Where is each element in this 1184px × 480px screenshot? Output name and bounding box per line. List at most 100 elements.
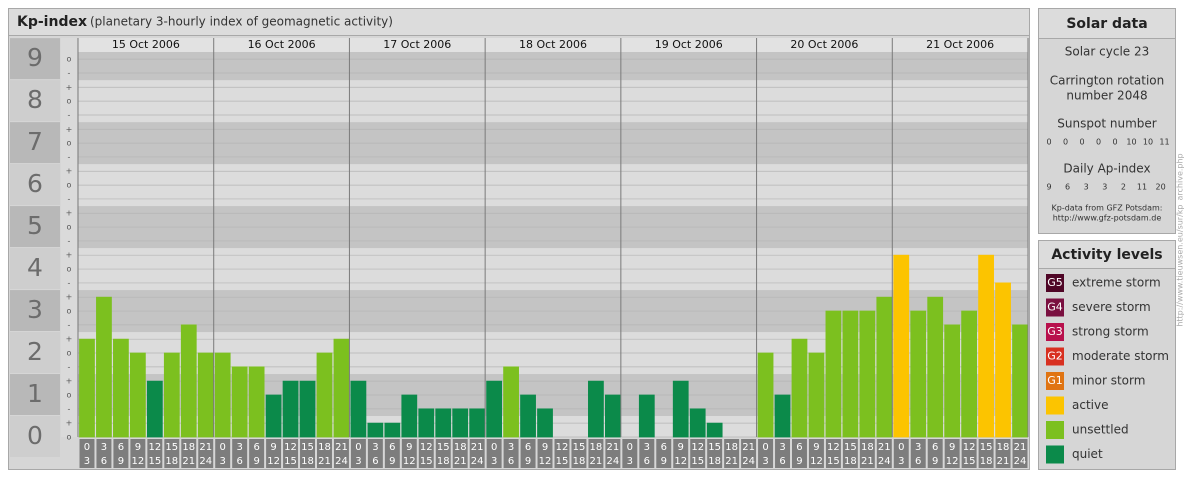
hour-from: 18 (318, 442, 331, 453)
day-label: 21 Oct 2006 (926, 38, 994, 51)
hour-from: 0 (220, 442, 226, 453)
hour-box (147, 439, 163, 468)
day-label: 19 Oct 2006 (655, 38, 723, 51)
chart-title: Kp-index (17, 14, 87, 30)
sunspot-label: Sunspot number (1057, 117, 1156, 131)
bar (163, 352, 180, 438)
bar (774, 394, 791, 438)
hour-box (605, 439, 621, 468)
y-minor-label: o (67, 139, 72, 148)
hour-from: 6 (389, 442, 395, 453)
hour-from: 0 (898, 442, 904, 453)
hour-box (554, 439, 570, 468)
hour-box (537, 439, 553, 468)
legend-swatch (1046, 396, 1064, 415)
hour-from: 15 (980, 442, 993, 453)
y-minor-label: + (66, 83, 73, 92)
legend-swatch (1046, 274, 1064, 292)
bar (503, 366, 519, 438)
hour-to: 12 (946, 456, 959, 467)
hour-to: 21 (454, 456, 467, 467)
hour-from: 9 (135, 442, 141, 453)
hour-to: 15 (420, 456, 433, 467)
hour-to: 24 (878, 456, 891, 467)
hour-box (418, 439, 434, 468)
y-minor-label: - (68, 194, 71, 203)
hour-to: 3 (84, 456, 90, 467)
hour-box (367, 439, 383, 468)
hour-box (130, 439, 146, 468)
y-minor-label: o (67, 265, 72, 274)
bar (604, 394, 621, 438)
hour-to: 21 (182, 456, 195, 467)
hour-box (1012, 439, 1028, 468)
hour-to: 12 (267, 456, 280, 467)
day-label: 18 Oct 2006 (519, 38, 587, 51)
sunspot-value: 0 (1079, 138, 1084, 147)
hour-to: 24 (607, 456, 620, 467)
y-tick-label: 0 (27, 421, 43, 450)
hour-from: 0 (762, 442, 768, 453)
source-line: Kp-data from GFZ Potsdam: (1052, 204, 1163, 213)
hour-to: 9 (525, 456, 531, 467)
bar (859, 310, 876, 438)
hour-to: 3 (220, 456, 226, 467)
hour-box (215, 439, 231, 468)
hour-box (961, 439, 977, 468)
hour-from: 12 (284, 442, 297, 453)
hour-from: 18 (725, 442, 738, 453)
legend-swatch (1046, 323, 1064, 341)
hour-to: 21 (861, 456, 874, 467)
bar (333, 338, 350, 438)
bar (978, 254, 994, 438)
bar (79, 338, 95, 438)
hour-to: 3 (491, 456, 497, 467)
legend-label: active (1072, 398, 1108, 412)
hour-from: 18 (590, 442, 603, 453)
hour-box (283, 439, 299, 468)
hour-from: 21 (335, 442, 348, 453)
hour-box (995, 439, 1011, 468)
day-label: 16 Oct 2006 (248, 38, 316, 51)
y-minor-label: - (68, 278, 71, 287)
hour-box (741, 439, 757, 468)
y-tick-label: 1 (27, 379, 43, 408)
hour-from: 3 (508, 442, 514, 453)
minor-column (61, 38, 77, 437)
hour-from: 0 (355, 442, 361, 453)
y-minor-label: o (67, 55, 72, 64)
y-minor-label: - (68, 404, 71, 413)
hour-from: 18 (454, 442, 467, 453)
hour-to: 24 (1014, 456, 1027, 467)
hour-to: 12 (403, 456, 416, 467)
y-minor-label: + (66, 125, 73, 134)
hour-from: 9 (406, 442, 412, 453)
bar (401, 394, 418, 438)
legend-swatch (1046, 347, 1064, 366)
hour-from: 9 (542, 442, 548, 453)
hour-box (588, 439, 604, 468)
hour-to: 3 (762, 456, 768, 467)
hour-from: 12 (556, 442, 569, 453)
hour-box (724, 439, 740, 468)
hour-box (384, 439, 400, 468)
hour-from: 3 (101, 442, 107, 453)
date-header (78, 38, 1028, 52)
hour-to: 12 (539, 456, 552, 467)
y-minor-label: + (66, 377, 73, 386)
hour-to: 18 (844, 456, 857, 467)
legend-swatch (1046, 445, 1064, 464)
hour-from: 0 (491, 442, 497, 453)
hour-to: 15 (284, 456, 297, 467)
hour-to: 3 (355, 456, 361, 467)
label-band (10, 122, 60, 164)
sunspot-value: 10 (1143, 138, 1153, 147)
hour-box (656, 439, 672, 468)
solar-cycle: Solar cycle 23 (1065, 45, 1150, 59)
hour-to: 24 (335, 456, 348, 467)
y-minor-label: - (68, 320, 71, 329)
rotation-line: number 2048 (1066, 89, 1147, 103)
hour-from: 15 (844, 442, 857, 453)
label-band (10, 416, 60, 457)
hour-box (859, 439, 875, 468)
